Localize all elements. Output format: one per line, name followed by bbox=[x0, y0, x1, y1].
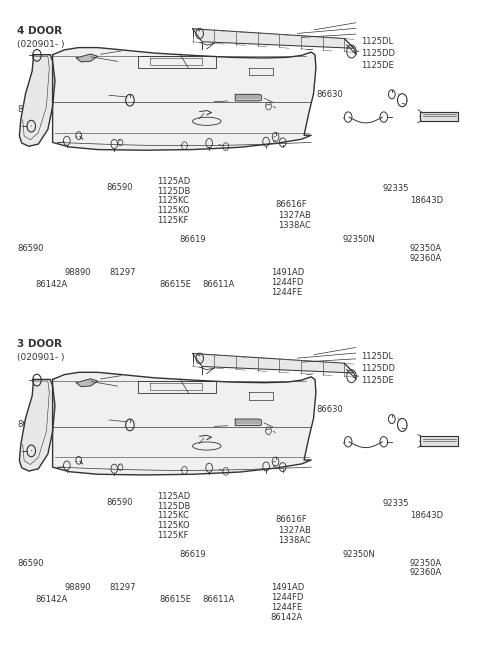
Text: 18643D: 18643D bbox=[410, 511, 443, 519]
Text: 81297: 81297 bbox=[109, 584, 136, 592]
Text: 86619: 86619 bbox=[180, 234, 206, 244]
Polygon shape bbox=[19, 379, 55, 471]
Text: 1338AC: 1338AC bbox=[278, 221, 311, 230]
Text: 86590: 86590 bbox=[17, 244, 44, 253]
Text: 92350N: 92350N bbox=[342, 550, 375, 559]
Text: 92360A: 92360A bbox=[410, 569, 442, 578]
Text: 86593A: 86593A bbox=[120, 117, 153, 126]
Text: 1125KO: 1125KO bbox=[157, 521, 190, 530]
Text: 1244FE: 1244FE bbox=[271, 288, 302, 297]
Text: 92360A: 92360A bbox=[410, 253, 442, 263]
Polygon shape bbox=[235, 419, 261, 426]
Text: 1125AD: 1125AD bbox=[157, 492, 190, 501]
Text: 86593A: 86593A bbox=[120, 432, 153, 440]
Text: 1125DE: 1125DE bbox=[361, 375, 394, 384]
Text: 1244FD: 1244FD bbox=[271, 278, 303, 287]
Text: 1125DL: 1125DL bbox=[361, 37, 393, 47]
Text: 1327AB: 1327AB bbox=[278, 212, 311, 220]
Text: 86611A: 86611A bbox=[202, 280, 234, 289]
Text: 86620: 86620 bbox=[179, 449, 205, 458]
Text: 86630: 86630 bbox=[316, 90, 343, 100]
Polygon shape bbox=[420, 111, 458, 121]
Text: 1125DE: 1125DE bbox=[361, 61, 394, 69]
Text: 1125DL: 1125DL bbox=[361, 352, 393, 361]
Text: 81297: 81297 bbox=[109, 269, 136, 278]
Text: 86615E: 86615E bbox=[159, 280, 191, 289]
Text: 1125DD: 1125DD bbox=[361, 49, 395, 58]
Polygon shape bbox=[420, 436, 458, 445]
Text: 86619: 86619 bbox=[180, 550, 206, 559]
Text: 86142A: 86142A bbox=[35, 595, 67, 604]
Polygon shape bbox=[53, 372, 316, 475]
Text: 92350A: 92350A bbox=[410, 244, 442, 253]
Text: 3 DOOR: 3 DOOR bbox=[17, 339, 62, 349]
Polygon shape bbox=[53, 48, 316, 150]
Text: (020901- ): (020901- ) bbox=[17, 40, 64, 48]
Text: 1338AC: 1338AC bbox=[278, 536, 311, 545]
Text: 1125DB: 1125DB bbox=[157, 187, 191, 196]
Text: 86142A: 86142A bbox=[35, 280, 67, 289]
Text: 86142A: 86142A bbox=[271, 612, 303, 622]
Polygon shape bbox=[19, 55, 55, 146]
Polygon shape bbox=[76, 54, 97, 62]
Text: 92350N: 92350N bbox=[342, 234, 375, 244]
Polygon shape bbox=[192, 354, 354, 373]
Text: 1125KC: 1125KC bbox=[157, 512, 189, 520]
Text: 86616F: 86616F bbox=[276, 200, 307, 208]
Text: 86615E: 86615E bbox=[159, 595, 191, 604]
Text: 86630: 86630 bbox=[316, 405, 343, 415]
Text: 86615D: 86615D bbox=[96, 409, 129, 418]
Text: 1244FE: 1244FE bbox=[271, 603, 302, 612]
Text: 92350A: 92350A bbox=[410, 559, 442, 568]
Polygon shape bbox=[235, 94, 261, 101]
Text: 86590: 86590 bbox=[106, 183, 132, 192]
Text: 1125KF: 1125KF bbox=[157, 531, 188, 540]
Text: 1125DB: 1125DB bbox=[157, 502, 191, 511]
Text: 92335: 92335 bbox=[383, 184, 409, 193]
Text: 86590: 86590 bbox=[17, 105, 44, 114]
Text: 1125KC: 1125KC bbox=[157, 196, 189, 206]
Text: 98890: 98890 bbox=[64, 584, 91, 592]
Text: 1491AD: 1491AD bbox=[271, 269, 304, 278]
Text: (020901- ): (020901- ) bbox=[17, 354, 64, 362]
Text: 1244FD: 1244FD bbox=[271, 593, 303, 602]
Text: 86611A: 86611A bbox=[202, 595, 234, 604]
Text: 1125KF: 1125KF bbox=[157, 216, 188, 225]
Text: 1125KO: 1125KO bbox=[157, 206, 190, 215]
Text: 1491AD: 1491AD bbox=[271, 584, 304, 592]
Polygon shape bbox=[76, 379, 97, 386]
Text: 86590: 86590 bbox=[106, 498, 132, 507]
Text: 1327AB: 1327AB bbox=[278, 526, 311, 535]
Text: 86590: 86590 bbox=[17, 559, 44, 568]
Text: 98890: 98890 bbox=[64, 269, 91, 278]
Text: 1125DD: 1125DD bbox=[361, 364, 395, 373]
Text: 1125AD: 1125AD bbox=[157, 177, 190, 186]
Polygon shape bbox=[192, 29, 354, 48]
Text: 86590: 86590 bbox=[17, 420, 44, 429]
Text: 86620: 86620 bbox=[179, 135, 205, 143]
Text: 86615D: 86615D bbox=[96, 94, 129, 103]
Text: 86616F: 86616F bbox=[276, 515, 307, 523]
Text: 18643D: 18643D bbox=[410, 196, 443, 205]
Text: 4 DOOR: 4 DOOR bbox=[17, 26, 62, 35]
Text: 92335: 92335 bbox=[383, 499, 409, 508]
